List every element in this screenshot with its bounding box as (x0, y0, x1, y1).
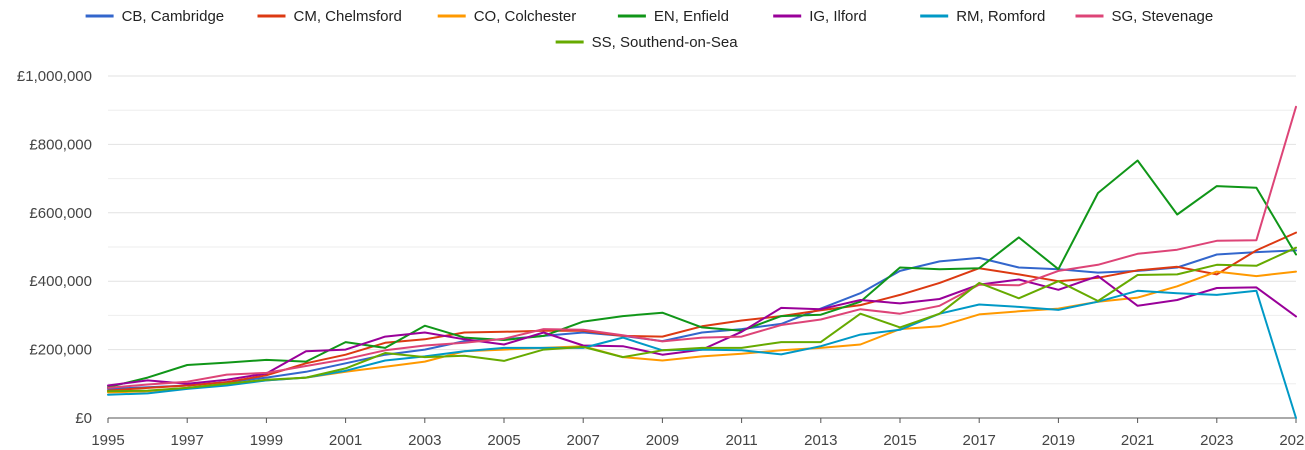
x-tick-label: 2005 (487, 432, 520, 449)
legend-item-ss[interactable]: SS, Southend-on-Sea (555, 34, 739, 51)
series-line-en (107, 159, 1297, 389)
series-line-rm (107, 289, 1297, 419)
y-tick-label: £0 (75, 410, 92, 427)
legend-item-cb[interactable]: CB, Cambridge (85, 8, 225, 25)
legend-label: CB, Cambridge (122, 8, 225, 25)
x-tick-label: 2003 (408, 432, 441, 449)
series-line-cb (107, 249, 1297, 390)
x-tick-label: 1997 (171, 432, 204, 449)
y-tick-label: £600,000 (29, 205, 92, 222)
x-tick-label: 2023 (1200, 432, 1233, 449)
legend-item-cm[interactable]: CM, Chelmsford (257, 8, 402, 25)
legend-item-en[interactable]: EN, Enfield (617, 8, 729, 25)
x-tick-label: 2015 (883, 432, 916, 449)
legend-item-sg[interactable]: SG, Stevenage (1075, 8, 1214, 25)
x-tick-label: 2021 (1121, 432, 1154, 449)
series-line-cm (107, 231, 1297, 392)
legend-item-co[interactable]: CO, Colchester (437, 8, 577, 25)
legend-label: CM, Chelmsford (294, 8, 402, 25)
gridlines (108, 75, 1296, 385)
legend-label: CO, Colchester (474, 8, 577, 25)
x-tick-label: 2013 (804, 432, 837, 449)
x-tick-label: 2007 (567, 432, 600, 449)
legend: CB, Cambridge CM, Chelmsford CO, Colcheste… (85, 8, 1214, 51)
legend-label: RM, Romford (956, 8, 1045, 25)
x-tick-label: 2011 (725, 432, 757, 449)
x-tick-label: 2025 (1279, 432, 1305, 449)
legend-item-ig[interactable]: IG, Ilford (773, 8, 867, 25)
x-tick-label: 2017 (963, 432, 996, 449)
x-tick-label: 1999 (250, 432, 283, 449)
series-lines (107, 105, 1297, 419)
legend-item-rm[interactable]: RM, Romford (920, 8, 1045, 25)
x-axis: 1995 1997 1999 2001 2003 2005 2007 2009 2011 2013… (91, 417, 1305, 449)
series-line-sg (107, 105, 1297, 389)
legend-label: SS, Southend-on-Sea (592, 34, 739, 51)
legend-label: IG, Ilford (809, 8, 867, 25)
x-tick-label: 2009 (646, 432, 679, 449)
x-tick-label: 2001 (329, 432, 362, 449)
x-tick-label: 1995 (91, 432, 124, 449)
y-tick-label: £800,000 (29, 136, 92, 153)
series-line-ss (107, 246, 1297, 393)
legend-label: SG, Stevenage (1112, 8, 1214, 25)
y-tick-label: £1,000,000 (17, 68, 92, 85)
legend-label: EN, Enfield (654, 8, 729, 25)
y-tick-label: £200,000 (29, 342, 92, 359)
x-tick-label: 2019 (1042, 432, 1075, 449)
y-tick-label: £400,000 (29, 273, 92, 290)
y-axis: £0 £200,000 £400,000 £600,000 £800,000 £1,000… (17, 68, 92, 427)
